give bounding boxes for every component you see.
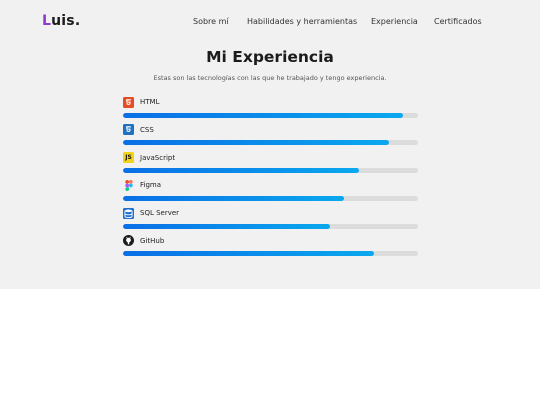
navbar: Luis. Sobre mí Habilidades y herramienta… xyxy=(0,0,540,44)
page-subtitle: Estas son las tecnologías con las que he… xyxy=(153,74,387,82)
nav-link-habilidades[interactable]: Habilidades y herramientas xyxy=(247,17,358,26)
skill-header: SQL Server xyxy=(123,207,179,219)
skill-progress-bar xyxy=(123,223,418,229)
css3-icon xyxy=(123,124,134,136)
nav-link-certificados[interactable]: Certificados xyxy=(434,17,482,26)
skill-name: CSS xyxy=(140,125,154,134)
skill-name: GitHub xyxy=(140,236,165,245)
javascript-icon: JS xyxy=(123,152,134,164)
skill-name: Figma xyxy=(140,181,162,190)
skill-progress-bar xyxy=(123,168,418,174)
skill-name: HTML xyxy=(140,98,160,106)
skill-progress-bar xyxy=(123,112,418,118)
logo-accent-letter: L xyxy=(42,13,52,29)
skill-item-github: GitHub xyxy=(123,235,418,263)
logo[interactable]: Luis. xyxy=(42,13,80,29)
skill-progress-fill xyxy=(123,168,359,174)
nav-link-experiencia[interactable]: Experiencia xyxy=(371,17,418,26)
experience-section: Luis. Sobre mí Habilidades y herramienta… xyxy=(0,0,540,289)
skill-name: SQL Server xyxy=(140,209,180,218)
skill-progress-bar xyxy=(123,140,418,146)
skill-progress-fill xyxy=(123,140,389,146)
skill-header: CSS xyxy=(123,124,154,136)
nav-links: Sobre mí Habilidades y herramientas Expe… xyxy=(0,17,540,31)
skill-progress-fill xyxy=(123,195,345,201)
figma-icon xyxy=(123,179,134,191)
page-title: Mi Experiencia xyxy=(206,48,334,66)
nav-link-sobre-mi[interactable]: Sobre mí xyxy=(193,17,229,26)
skill-progress-fill xyxy=(123,251,374,257)
github-icon xyxy=(123,235,134,247)
skill-header: HTML xyxy=(123,96,159,108)
skill-item-figma: Figma xyxy=(123,179,418,207)
skill-progress-bar xyxy=(123,251,418,257)
skill-progress-fill xyxy=(123,223,330,229)
html5-icon xyxy=(123,96,134,108)
skill-item-javascript: JS JavaScript xyxy=(123,152,418,180)
sql-server-icon xyxy=(123,207,134,219)
skill-item-css: CSS xyxy=(123,124,418,152)
skills-list: HTML CSS JS JavaScript xyxy=(123,96,418,263)
skill-header: JS JavaScript xyxy=(123,152,175,164)
skill-header: GitHub xyxy=(123,235,164,247)
skill-progress-fill xyxy=(123,112,404,118)
logo-text: uis. xyxy=(51,13,81,29)
skill-item-html: HTML xyxy=(123,96,418,124)
skill-header: Figma xyxy=(123,179,161,191)
skill-item-sql-server: SQL Server xyxy=(123,207,418,235)
skill-name: JavaScript xyxy=(140,153,176,162)
skill-progress-bar xyxy=(123,195,418,201)
